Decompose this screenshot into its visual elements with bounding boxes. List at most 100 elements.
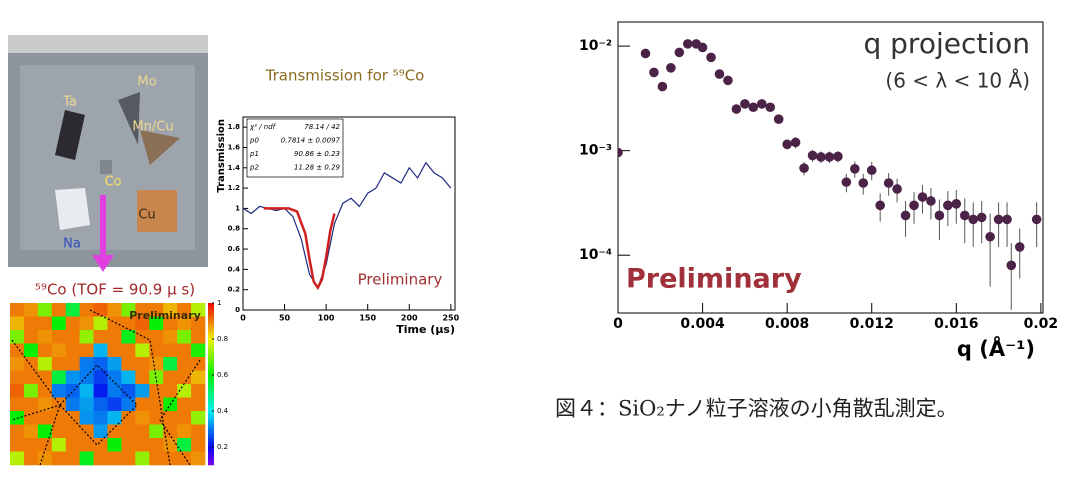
heatmap-cell <box>107 384 122 398</box>
data-point <box>951 199 962 209</box>
heatmap-cell <box>51 357 67 371</box>
caption: 図４：SiO₂ナノ粒子溶液の小角散乱測定。 <box>555 397 958 421</box>
heatmap-cell <box>10 343 25 358</box>
colorbar-step <box>208 311 214 315</box>
heatmap-cell <box>37 343 53 358</box>
heatmap-cell <box>79 438 94 452</box>
x-tick-label: 150 <box>359 314 376 323</box>
colorbar-step <box>208 375 214 379</box>
heatmap-cell <box>37 330 53 344</box>
colorbar-step <box>208 427 214 431</box>
heatmap-cell <box>65 303 80 317</box>
heatmap-cell <box>51 451 67 466</box>
overlay-line <box>39 404 61 466</box>
colorbar-step <box>208 338 214 342</box>
heatmap-cell <box>135 370 150 385</box>
heatmap-cell <box>135 330 150 344</box>
heatmap-cell <box>23 384 39 398</box>
x-tick-label: 0 <box>240 314 246 323</box>
colorbar-step <box>208 402 214 406</box>
data-point <box>682 39 693 49</box>
data-point <box>765 102 776 113</box>
heatmap-cell <box>37 384 53 398</box>
colorbar-step <box>208 438 214 441</box>
heatmap-cell <box>107 316 122 331</box>
heatmap-cell <box>23 424 39 439</box>
heatmap-cell <box>37 316 53 331</box>
data-point <box>1002 214 1012 225</box>
heatmap-cell <box>191 343 206 358</box>
colorbar-step <box>208 429 214 433</box>
heatmap-cell <box>51 316 67 331</box>
heatmap-cell <box>37 451 53 466</box>
heatmap-cell <box>163 424 178 439</box>
heatmap-cell <box>177 424 192 439</box>
heatmap-cell <box>23 330 39 344</box>
annotation: Preliminary <box>358 271 443 289</box>
overlay-line <box>159 359 201 466</box>
colorbar-label: 0.4 <box>217 407 229 415</box>
heatmap-cell <box>149 424 164 439</box>
colorbar-step <box>208 446 214 450</box>
y-tick-label: 0.6 <box>228 245 241 253</box>
x-tick-label: 0.004 <box>680 316 725 332</box>
y-tick-label: 1.8 <box>228 123 241 131</box>
data-point <box>640 48 651 59</box>
x-axis-label: Time (μs) <box>396 323 455 336</box>
heatmap-cell <box>191 438 206 452</box>
heatmap-cell <box>23 438 39 452</box>
stats-name: p0 <box>249 137 259 145</box>
heatmap-cell <box>177 451 192 466</box>
heatmap-cell <box>163 438 178 452</box>
heatmap-cell <box>107 411 122 425</box>
heatmap-cell <box>10 357 25 371</box>
colorbar-step <box>208 435 214 439</box>
heatmap-cell <box>107 397 122 412</box>
heatmap-cell <box>149 357 164 371</box>
heatmap-cell <box>65 411 80 425</box>
heatmap-cell <box>10 438 25 452</box>
heatmap-cell <box>93 370 108 385</box>
heatmap-cell <box>177 438 192 452</box>
y-tick-label: 10⁻³ <box>579 143 612 159</box>
y-tick-label: 10⁻⁴ <box>579 247 612 263</box>
heatmap-cell <box>135 438 150 452</box>
photo-label: Cu <box>138 208 155 223</box>
heatmap-cell <box>107 303 122 317</box>
data-point <box>976 212 987 223</box>
heatmap-cell <box>121 411 136 425</box>
overlay-line <box>11 339 61 421</box>
colorbar-step <box>208 421 214 425</box>
heatmap-cell <box>93 303 108 317</box>
data-point <box>892 184 902 194</box>
heatmap-cell <box>10 397 25 412</box>
heatmap-cell <box>121 370 136 385</box>
y-tick-label: 0.8 <box>228 225 241 233</box>
data-line <box>243 161 452 290</box>
heatmap-cell <box>10 451 25 466</box>
data-point <box>926 196 936 206</box>
colorbar-step <box>208 367 214 371</box>
heatmap-cell <box>10 330 25 344</box>
x-tick-label: 250 <box>442 314 459 323</box>
heatmap-cell <box>177 343 192 358</box>
heatmap-cell <box>177 411 192 425</box>
heatmap-cell <box>177 330 192 344</box>
heatmap-cell <box>65 397 80 412</box>
heatmap-cell <box>177 357 192 371</box>
colorbar-step <box>208 381 214 385</box>
heatmap-cell <box>107 451 122 466</box>
heatmap-cell <box>65 343 80 358</box>
heatmap-cell <box>191 370 206 385</box>
colorbar-step <box>208 408 214 412</box>
annotation: Preliminary <box>129 309 201 322</box>
colorbar-step <box>208 354 214 358</box>
heatmap-cell <box>163 384 178 398</box>
heatmap-cell <box>23 357 39 371</box>
heatmap-cell <box>37 397 53 412</box>
heatmap-cell <box>10 303 25 317</box>
q-title: q projection <box>863 27 1030 60</box>
heatmap-cell <box>149 451 164 466</box>
x-tick-label: 0 <box>613 316 623 332</box>
